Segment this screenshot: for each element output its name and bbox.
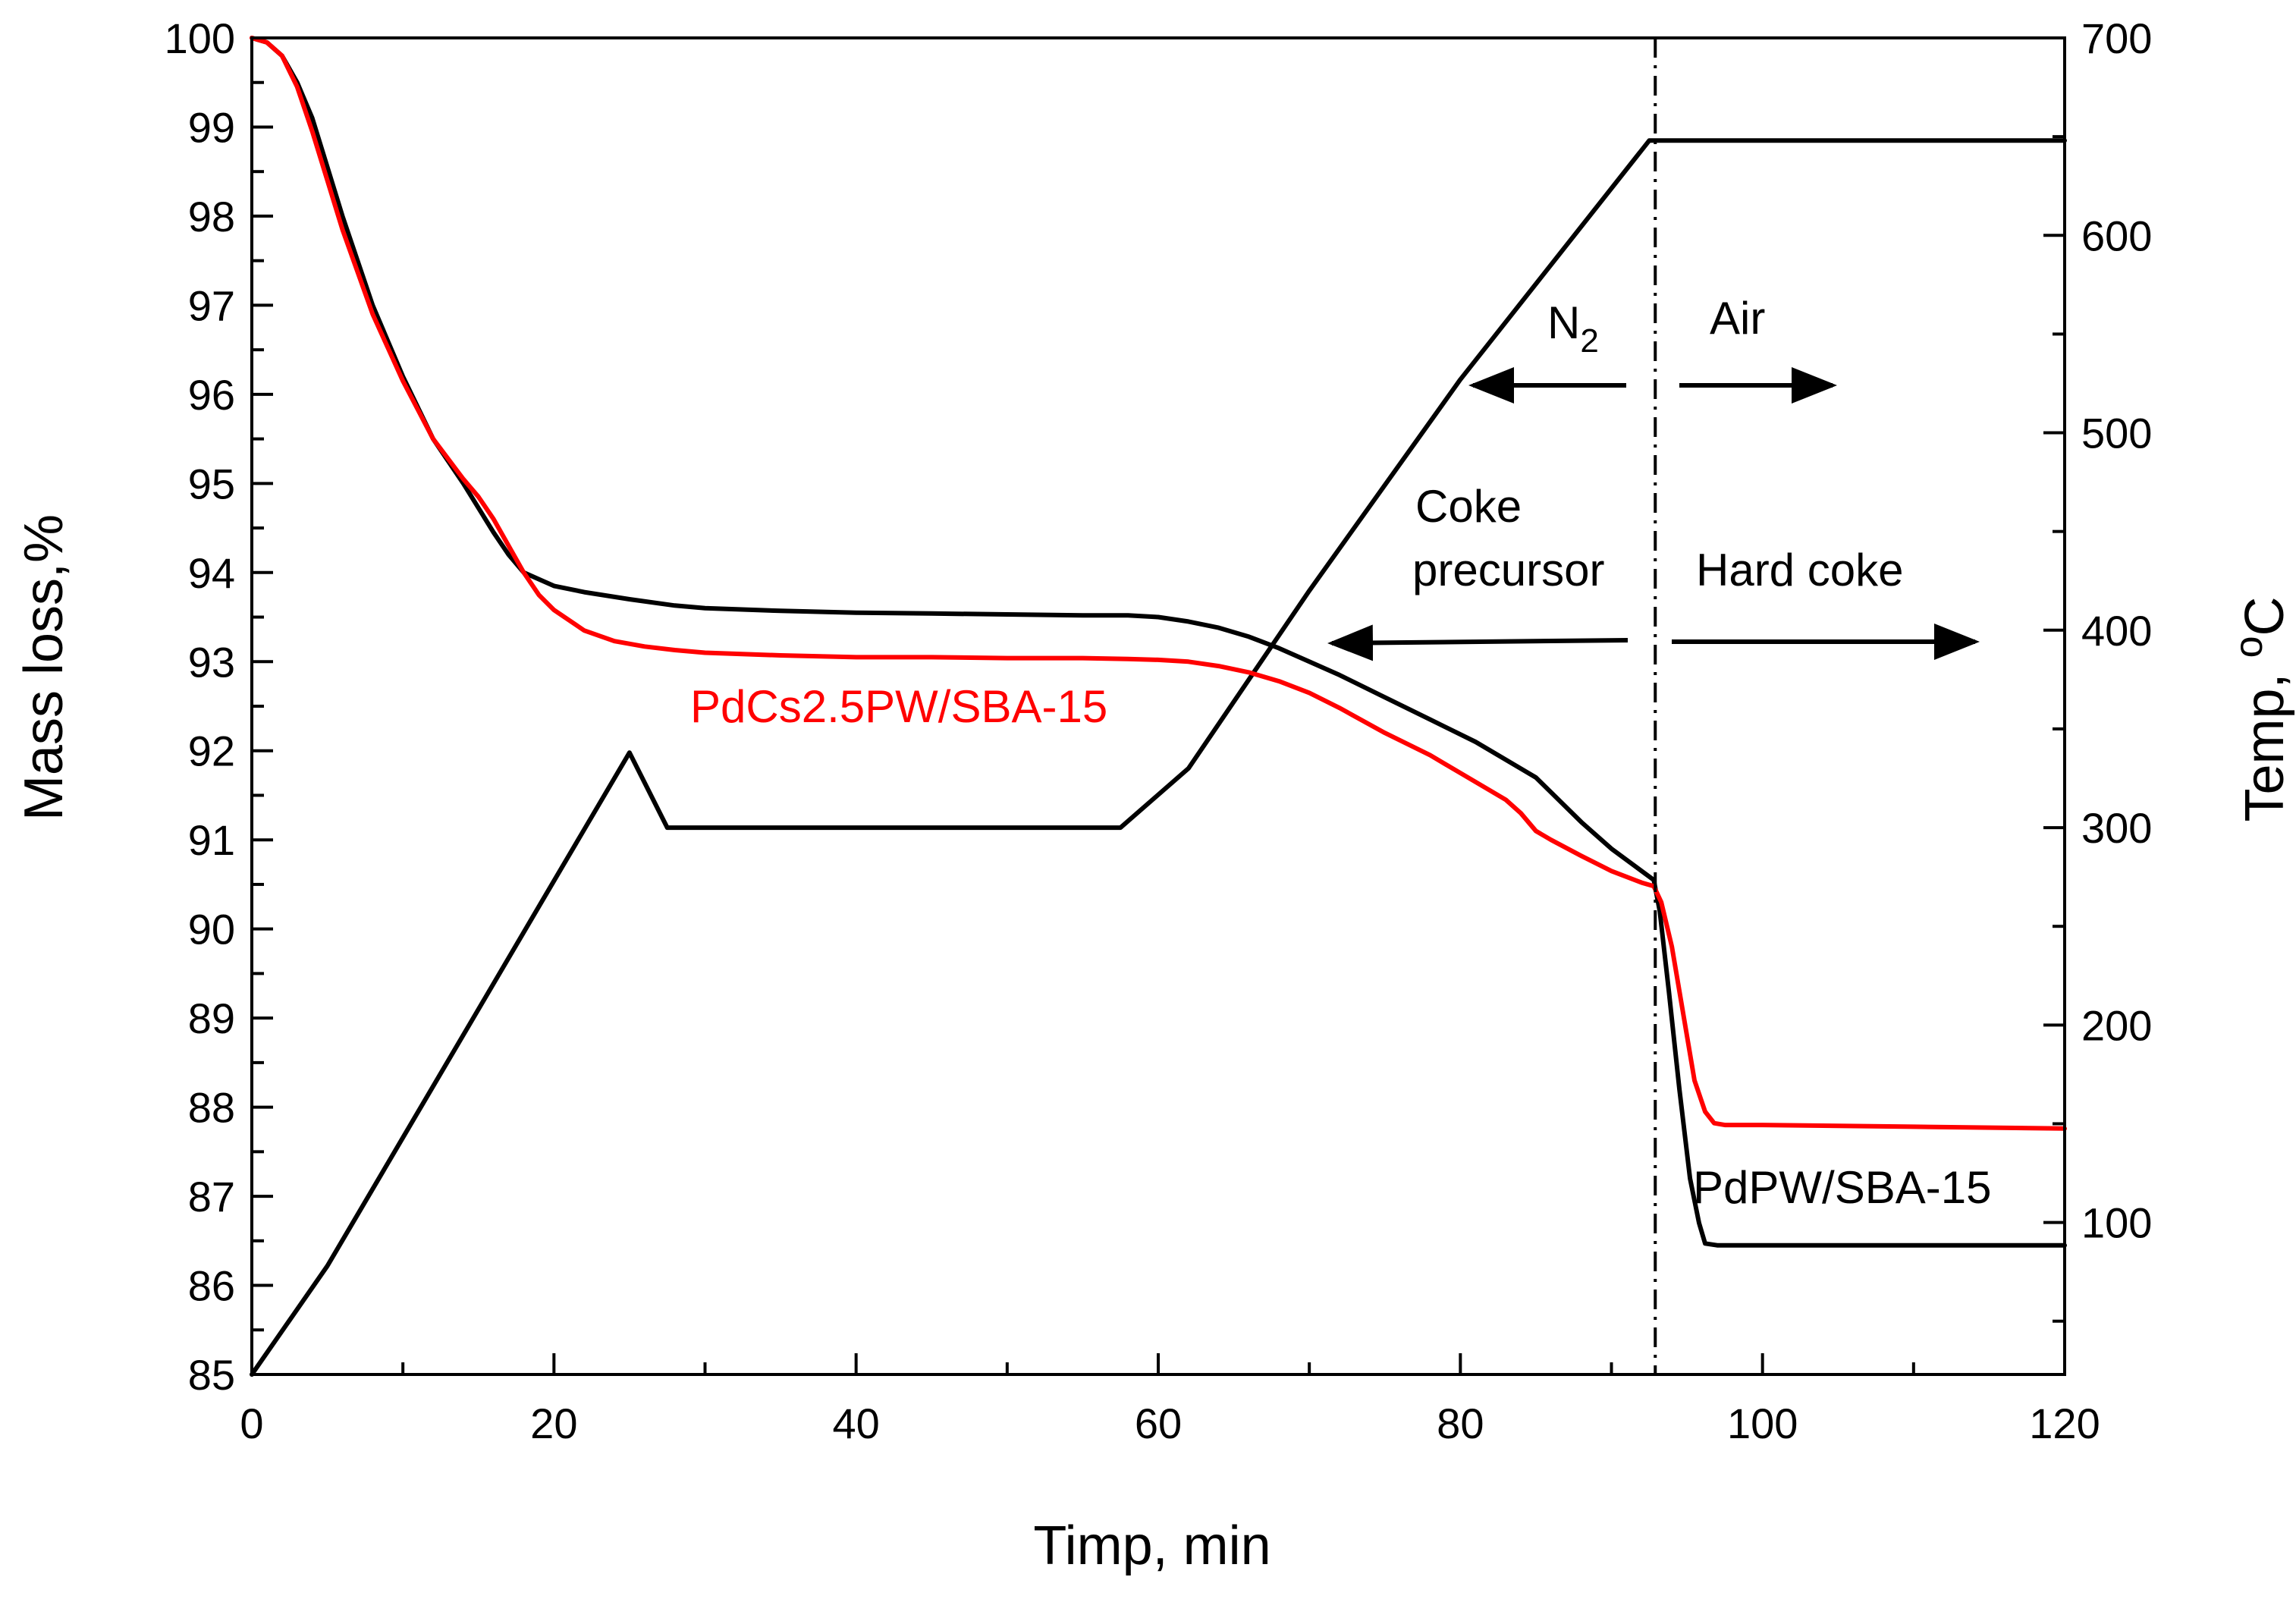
n2-annotation: N2 <box>1547 297 1599 360</box>
y-right-tick-label: 400 <box>2081 607 2152 655</box>
y-left-tick-label: 97 <box>188 281 235 329</box>
y-left-tick-label: 87 <box>188 1173 235 1220</box>
left-axis-title: Mass loss,% <box>14 514 74 821</box>
coke-precursor-arrow <box>1327 624 1629 661</box>
x-tick-label: 20 <box>530 1400 577 1447</box>
x-axis-ticks: 0 20 40 60 80 100 120 <box>240 1353 2100 1447</box>
air-annotation: Air <box>1710 293 1765 344</box>
y-left-tick-label: 96 <box>188 371 235 419</box>
temperature-line <box>250 138 2067 1377</box>
y-left-tick-label: 85 <box>188 1351 235 1399</box>
y-left-tick-label: 93 <box>188 638 235 686</box>
y-left-tick-label: 95 <box>188 460 235 507</box>
y-left-tick-label: 89 <box>188 994 235 1042</box>
y-left-tick-label: 98 <box>188 193 235 240</box>
x-tick-label: 100 <box>1727 1400 1798 1447</box>
y-left-tick-label: 88 <box>188 1084 235 1132</box>
y-left-tick-label: 91 <box>188 816 235 864</box>
hard-coke-annotation: Hard coke <box>1696 545 1903 595</box>
x-axis-title: Timp, min <box>1033 1516 1270 1576</box>
y-right-tick-label: 500 <box>2081 410 2152 457</box>
x-tick-label: 120 <box>2029 1400 2100 1447</box>
x-tick-label: 40 <box>833 1400 880 1447</box>
n2-annotation-main: N <box>1547 297 1580 348</box>
series-label-pdpw: PdPW/SBA-15 <box>1693 1162 1992 1213</box>
right-axis-title-main: Temp, <box>2235 658 2295 821</box>
y-left-tick-label: 99 <box>188 103 235 151</box>
n2-annotation-sub: 2 <box>1580 322 1598 360</box>
y-left-tick-label: 90 <box>188 906 235 953</box>
pdcs25pw-sba15-line <box>250 36 2067 1131</box>
coke-precursor-line1: Coke <box>1415 481 1522 532</box>
x-tick-label: 0 <box>240 1400 263 1447</box>
right-axis-title-degree: o <box>2227 636 2271 658</box>
y-right-tick-label: 600 <box>2081 212 2152 259</box>
coke-precursor-line2: precursor <box>1412 545 1604 595</box>
series-label-pdcs: PdCs2.5PW/SBA-15 <box>690 681 1107 732</box>
y-right-tick-label: 300 <box>2081 804 2152 852</box>
left-axis-ticks: 85 86 87 88 89 90 91 92 93 94 95 96 97 98 99 100 <box>165 14 273 1399</box>
series-layer <box>250 36 2067 1377</box>
right-axis-title: Temp, oC <box>2227 597 2295 822</box>
right-axis-ticks: 100 200 300 400 500 600 700 <box>2043 14 2152 1323</box>
y-right-tick-label: 100 <box>2081 1199 2152 1247</box>
y-left-tick-label: 94 <box>188 549 235 597</box>
right-axis-title-unit: C <box>2235 597 2295 636</box>
plot-frame <box>250 36 2066 1376</box>
y-left-tick-label: 100 <box>165 14 235 62</box>
x-tick-label: 60 <box>1135 1400 1182 1447</box>
y-right-tick-label: 700 <box>2081 14 2152 62</box>
x-tick-label: 80 <box>1437 1400 1484 1447</box>
y-left-tick-label: 92 <box>188 727 235 775</box>
y-right-tick-label: 200 <box>2081 1001 2152 1049</box>
y-left-tick-label: 86 <box>188 1262 235 1310</box>
